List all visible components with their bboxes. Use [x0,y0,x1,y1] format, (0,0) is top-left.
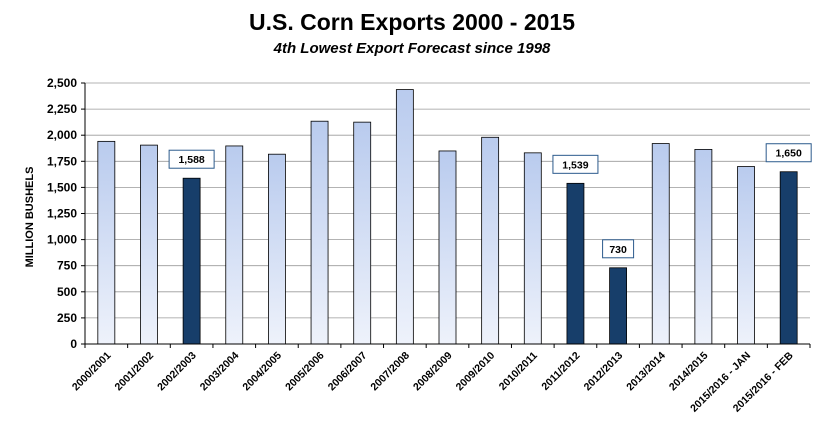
data-labels: 1,588 1,539 730 1,650 [168,143,812,259]
chart-title: U.S. Corn Exports 2000 - 2015 [249,9,575,35]
bar-2007-2008 [395,89,414,345]
bar-2010-2011 [523,152,542,345]
y-tick-label: 500 [57,285,77,299]
bar-2008-2009 [438,150,457,345]
x-tick-label: 2014/2015 [667,350,711,394]
bar-2005-2006 [310,120,329,345]
y-tick-label: 2,250 [47,102,77,116]
x-axis-ticks: 2000/2001 2001/2002 2002/2003 2003/2004 2004… [70,344,811,415]
bar-2006-2007 [353,121,372,345]
bar-2004-2005 [268,153,286,345]
y-axis-label: MILLION BUSHELS [24,167,36,268]
data-label-box [765,143,812,163]
x-tick-label: 2008/2009 [411,350,455,394]
data-label-box [602,239,635,259]
bar-2003-2004 [225,145,244,345]
x-tick-label: 2004/2005 [240,350,284,394]
bar-2012-2013 [609,267,627,345]
data-label: 730 [609,244,627,256]
x-tick-label: 2005/2006 [283,350,327,394]
data-label: 1,588 [178,154,204,166]
x-tick-label: 2011/2012 [539,350,582,393]
bars [97,89,798,345]
bar-2000-2001 [97,140,116,345]
x-tick-label: 2000/2001 [70,350,114,394]
bar-2001-2002 [140,144,158,345]
y-tick-label: 2,000 [47,128,77,142]
x-tick-label: 2012/2013 [582,350,626,394]
x-tick-label: 2007/2008 [368,350,412,394]
chart-subtitle: 4th Lowest Export Forecast since 1998 [273,40,551,57]
bar-2002-2003 [182,177,201,345]
y-tick-label: 1,750 [47,154,77,168]
x-tick-label: 2013/2014 [624,350,668,394]
x-tick-label: 2001/2002 [113,350,157,394]
bar-2015-2016-jan [737,166,755,345]
data-label-box [552,154,599,174]
bar-2009-2010 [481,136,500,345]
bar-2013-2014 [651,143,670,345]
bar-2011-2012 [566,182,585,345]
y-tick-label: 1,500 [47,180,77,194]
x-tick-label: 2003/2004 [198,350,242,394]
x-tick-label: 2002/2003 [155,350,199,394]
y-tick-label: 2,500 [47,76,77,90]
y-tick-label: 250 [57,311,77,325]
bar-2015-2016-feb [779,171,798,345]
data-label: 1,539 [562,159,588,171]
data-label-box [168,149,215,169]
x-tick-label: 2009/2010 [454,350,498,394]
bar-2014-2015 [694,148,713,345]
y-tick-label: 1,250 [47,207,77,221]
y-axis-ticks: 0 250 500 750 1,000 1,250 1,500 1,750 2,000 2,250… [47,76,85,351]
y-tick-label: 750 [57,259,77,273]
y-tick-label: 1,000 [47,233,77,247]
x-tick-label: 2006/2007 [326,350,370,394]
data-label: 1,650 [776,148,802,160]
y-tick-label: 0 [70,337,77,351]
x-tick-label: 2010/2011 [497,350,540,393]
